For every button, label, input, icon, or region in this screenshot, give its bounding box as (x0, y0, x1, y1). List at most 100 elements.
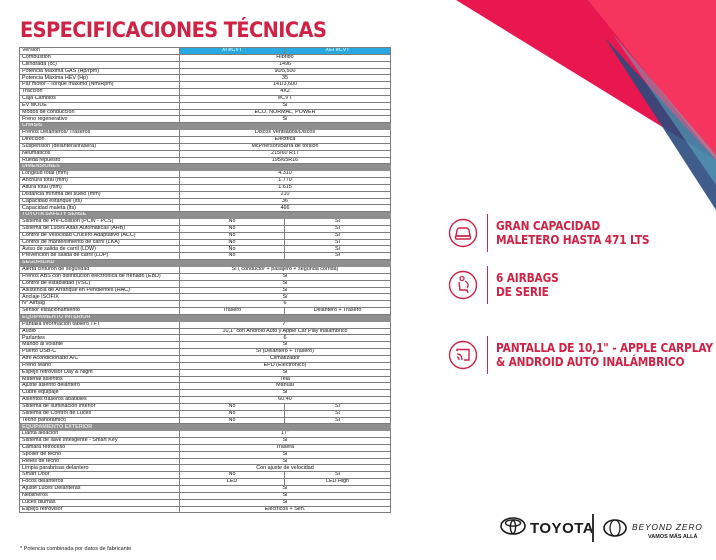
spec-label: Cubre equipaje (19, 389, 180, 398)
spec-value: 141/3,600 (179, 81, 391, 90)
spec-value-xei: Sí (284, 409, 391, 418)
spec-value: 215/60 R17 (179, 149, 391, 158)
spec-value: 466 (179, 204, 391, 213)
section-header-row: EQUIPAMIENTO EXTERIOR (19, 423, 391, 432)
table-row: Frenos Delanteros/ Traseros Discos Ventil… (19, 129, 391, 137)
section-title: EQUIPAMIENTO INTERIOR (19, 313, 391, 322)
table-row: Pantalla información tablero TFT 7" (19, 320, 391, 329)
section-header-row: CHASIS (19, 122, 391, 131)
spec-value-xi: No (179, 218, 285, 226)
table-row: Smart Door No Sí (19, 471, 391, 480)
spec-label: Frenos Delanteros/ Traseros (19, 129, 180, 137)
spec-value-xei: Sí (284, 416, 391, 425)
spec-value: Sí (179, 389, 391, 398)
spec-value-xi: No (179, 471, 285, 480)
page-title: ESPECIFICACIONES TÉCNICAS (20, 18, 327, 42)
feature-line: 6 AIRBAGS (496, 270, 559, 285)
table-row: Material asientos Tela (19, 375, 391, 384)
spec-value: Sí (179, 293, 391, 302)
table-row: Focos delanteros LED LED High (19, 478, 391, 486)
table-row: Sistema de Control de Luces No Sí (19, 409, 391, 418)
spec-label: Smart Door (19, 471, 180, 480)
spec-value: Sí (Delantero + Trasero) (179, 348, 391, 356)
feature-separator (487, 214, 488, 252)
table-row: Freno regenerativo Sí (19, 115, 391, 124)
spec-label: Sistema de Control de Luces (19, 409, 180, 418)
feature-separator (487, 336, 488, 374)
table-row: Altura total (mm) 1.615 (19, 183, 391, 192)
table-row: Modos de conducción ECO, NORMAL, POWER (19, 108, 391, 117)
table-row: Control de Velocidad Crucero Adaptativo … (19, 231, 391, 240)
spec-label: Sistema de Pre-Colisión (PCW - PCS) (19, 218, 180, 226)
table-row: Alerta cinturón de seguridad Sí ( conduct… (19, 266, 391, 274)
spec-value-xi: No (179, 252, 285, 261)
spec-value: Sí ( conductor + pasajero + segunda corr… (179, 266, 391, 274)
header-version-xei: XEI eCVT (284, 47, 391, 55)
spec-label: Cilindrada (cc) (19, 60, 180, 69)
spec-label: Distancia mínima del suelo (mm) (19, 190, 180, 199)
spec-value: eCVT (179, 94, 391, 103)
spec-value: Discos Ventilados/Discos (179, 129, 391, 137)
table-row: Cilindrada (cc) 1496 (19, 60, 391, 69)
spec-label: Material asientos (19, 375, 180, 384)
spec-value-xi: LED (179, 478, 285, 486)
spec-value-xei: Sí (284, 218, 391, 226)
spec-label: Limpia parabrisas delantero (19, 464, 180, 473)
table-row: Par motor - Torque máximo (Nm/Rpm) 141/3,… (19, 81, 391, 90)
section-header-row: SEGURIDAD (19, 259, 391, 267)
spec-value: Sí (179, 115, 391, 124)
spec-label: Anclaje ISOFIX (19, 293, 180, 302)
table-row: Rueda repuesto 195/65R16 (19, 156, 391, 165)
spec-label: Capacidad maleta (lts) (19, 204, 180, 213)
table-row: Aviso de salida de carril (LDW) No Sí (19, 245, 391, 254)
table-row: Ajuste asiento delantero Manual (19, 382, 391, 391)
table-row: Control de mantenimiento de carril (LKA)… (19, 238, 391, 247)
spec-value: Híbrido (179, 53, 391, 62)
table-row: Rieles de techo Sí (19, 457, 391, 466)
table-row: Tracción 4X2 (19, 88, 391, 96)
spec-label: Asientos traseros abatibles (19, 396, 180, 404)
spec-label: Control de Velocidad Crucero Adaptativo … (19, 231, 180, 240)
spec-value-xei: Sí (284, 245, 391, 254)
header-version-xi: XI eCVT (179, 47, 285, 55)
spec-value-xei: Sí (284, 224, 391, 233)
spec-value: 1496 (179, 60, 391, 69)
header-label: Versión (19, 47, 180, 55)
spec-label: Llanta aleación (19, 430, 180, 439)
spec-value-xi: No (179, 402, 285, 411)
table-row: Cámara retroceso Trasera (19, 443, 391, 452)
table-row: Espejo retrovisor Day & Night Sí (19, 368, 391, 377)
table-row: Longitud total (mm) 4.310 (19, 170, 391, 179)
spec-value: McPherson/Barra de torsión (179, 142, 391, 151)
table-row: Neumáticos 215/60 R17 (19, 149, 391, 158)
spec-label: Pantalla información tablero TFT (19, 320, 180, 329)
spec-label: Prevención de salida de carril (LDP) (19, 252, 180, 261)
feature-line: DE SERIE (496, 284, 549, 299)
spec-label: Asistencia de Arranque en Pendientes (HA… (19, 286, 180, 295)
spec-value-xei: Sí (284, 471, 391, 480)
section-header-row: TOYOTA SAFETY SENSE (19, 211, 391, 220)
table-row: Audio 10,1" con Android Auto y Apple Car … (19, 327, 391, 336)
spec-value-xi: No (179, 231, 285, 240)
section-header-row: EQUIPAMIENTO INTERIOR (19, 313, 391, 322)
spec-label: Control de mantenimiento de carril (LKA) (19, 238, 180, 247)
spec-label: N° Airbag (19, 300, 180, 309)
section-header-row: DIMENSIONES (19, 163, 391, 172)
section-title: SEGURIDAD (19, 259, 391, 267)
spec-value: 10,1" con Android Auto y Apple Car Play … (179, 327, 391, 336)
spec-label: Puerto USB-C (19, 348, 180, 356)
spec-label: Spoiler de techo (19, 450, 180, 459)
table-row: Mando al volante Sí (19, 341, 391, 350)
spec-label: Sistema de iluminación interior (19, 402, 180, 411)
car-trunk-icon (448, 218, 478, 248)
feature-line: & ANDROID AUTO INALÁMBRICO (496, 354, 685, 369)
table-row: Sistema de Luces Altas Automáticas (AHB)… (19, 224, 391, 233)
spec-value: 36 (179, 197, 391, 206)
screen-cast-icon (448, 340, 478, 370)
spec-value: 210 (179, 190, 391, 199)
spec-label: Neumáticos (19, 149, 180, 158)
spec-value: Sí (179, 437, 391, 445)
spec-value: 90/5,500 (179, 67, 391, 76)
table-row: Asientos traseros abatibles 60:40 (19, 396, 391, 404)
feature-line: MALETERO HASTA 471 LTS (496, 232, 650, 247)
